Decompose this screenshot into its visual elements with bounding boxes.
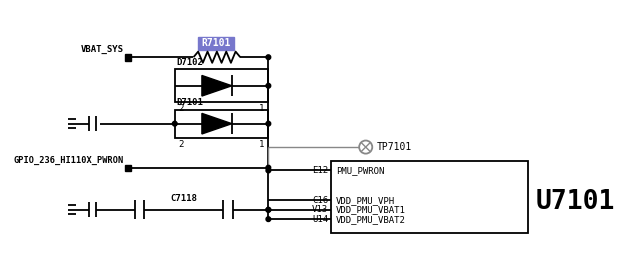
Text: C7118: C7118	[170, 194, 197, 203]
Text: GPIO_236_HI110X_PWRON: GPIO_236_HI110X_PWRON	[13, 156, 124, 165]
Text: VBAT_SYS: VBAT_SYS	[80, 45, 124, 54]
Text: V13: V13	[312, 205, 328, 214]
Circle shape	[172, 121, 177, 126]
Bar	[125, 54, 131, 61]
Text: D7102: D7102	[177, 58, 204, 66]
Bar	[331, 161, 527, 233]
Text: R7101: R7101	[201, 38, 230, 48]
Circle shape	[266, 207, 271, 212]
Text: 1: 1	[259, 140, 264, 148]
Bar	[175, 110, 268, 138]
Bar	[198, 37, 234, 50]
Bar	[175, 69, 268, 102]
Polygon shape	[202, 113, 232, 134]
Polygon shape	[202, 76, 232, 96]
Text: U14: U14	[312, 215, 328, 224]
Text: PMU_PWRON: PMU_PWRON	[336, 166, 384, 175]
Text: E12: E12	[312, 166, 328, 175]
Text: C16: C16	[312, 196, 328, 205]
Circle shape	[266, 121, 271, 126]
Circle shape	[266, 165, 271, 170]
Circle shape	[266, 207, 271, 212]
Bar	[125, 165, 131, 171]
Circle shape	[266, 83, 271, 88]
Text: VDD_PMU_VBAT2: VDD_PMU_VBAT2	[336, 215, 406, 224]
Text: D7101: D7101	[177, 98, 204, 107]
Text: 2: 2	[179, 104, 184, 113]
Text: VDD_PMU_VPH: VDD_PMU_VPH	[336, 196, 395, 205]
Text: VDD_PMU_VBAT1: VDD_PMU_VBAT1	[336, 205, 406, 214]
Text: TP7101: TP7101	[377, 142, 412, 152]
Circle shape	[266, 217, 271, 222]
Circle shape	[266, 168, 271, 173]
Circle shape	[266, 55, 271, 60]
Text: 2: 2	[179, 140, 184, 148]
Text: 1: 1	[259, 104, 264, 113]
Text: U7101: U7101	[535, 189, 614, 215]
